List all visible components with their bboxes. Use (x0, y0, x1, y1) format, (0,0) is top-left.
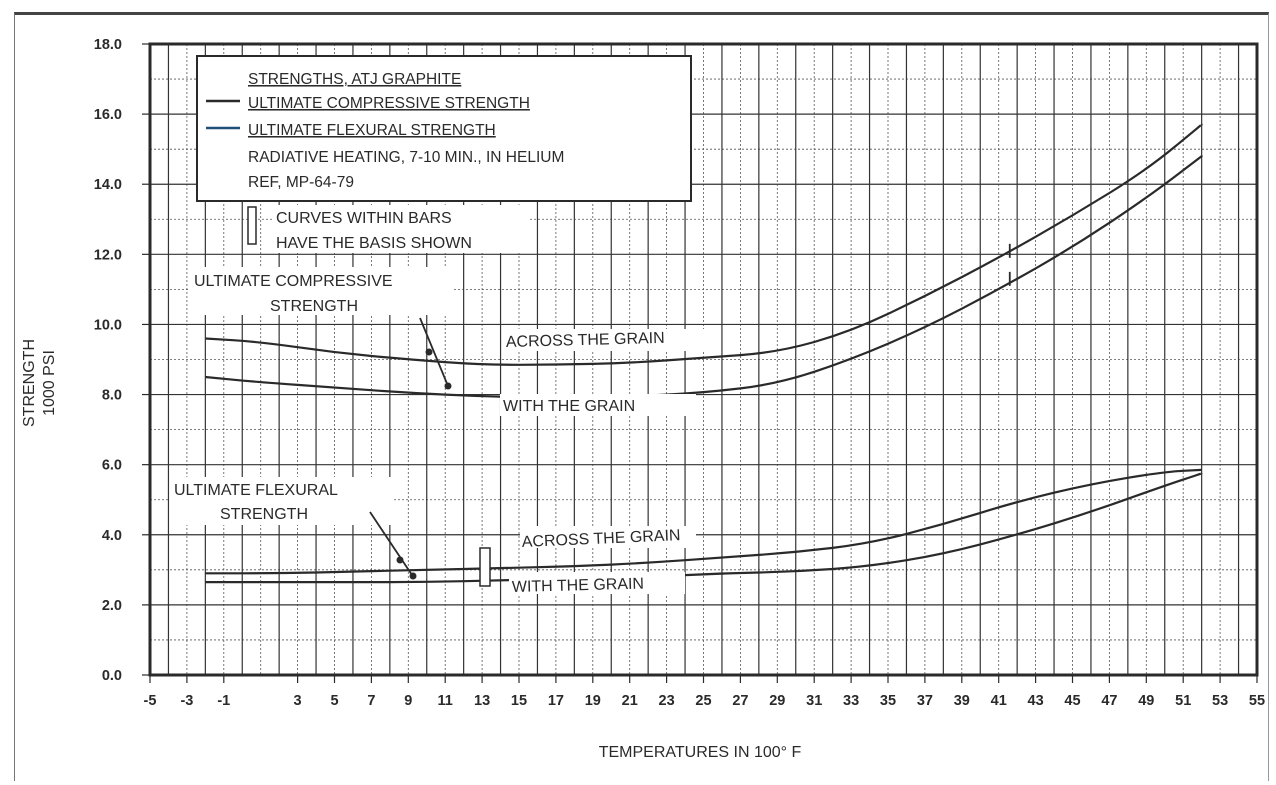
flexural-with-label: WITH THE GRAIN (512, 576, 645, 596)
x-tick-label: 19 (585, 693, 601, 709)
flexural-across-label: ACROSS THE GRAIN (521, 527, 680, 551)
basis-note-bg (272, 205, 530, 253)
legend-note-reference: REF, MP-64-79 (248, 174, 354, 191)
y-tick-label: 14.0 (94, 177, 122, 193)
x-tick-label: -5 (144, 693, 157, 709)
compressive-group-label: ULTIMATE COMPRESSIVE STRENGTH (190, 267, 454, 390)
x-tick-label: 45 (1064, 693, 1080, 709)
x-tick-label: 27 (732, 693, 748, 709)
compressive-with-label: WITH THE GRAIN (503, 398, 635, 415)
basis-bar-icon (247, 206, 257, 245)
y-tick-label: 10.0 (94, 317, 122, 333)
legend-note-heating: RADIATIVE HEATING, 7-10 MIN., IN HELIUM (248, 149, 564, 166)
x-tick-label: 39 (954, 693, 970, 709)
x-tick-label: 41 (991, 693, 1007, 709)
y-tick-label: 0.0 (102, 668, 122, 684)
flex-across-label-bg (520, 526, 696, 548)
flexural-label-line-2: STRENGTH (220, 506, 308, 523)
flexural-across-curve (205, 468, 1202, 575)
legend-title: STRENGTHS, ATJ GRAPHITE (248, 71, 461, 88)
x-tick-label: 13 (474, 693, 490, 709)
x-tick-label: 3 (294, 693, 302, 709)
compressive-across-curve (205, 123, 1203, 366)
x-tick-label: 11 (438, 693, 453, 709)
x-tick-label: 51 (1175, 693, 1191, 709)
flexural-leader-line (369, 511, 413, 576)
x-tick-label: -3 (180, 693, 193, 709)
flexural-with-curve (205, 472, 1203, 584)
compressive-label-bg (190, 267, 454, 315)
x-tick-label: 5 (330, 693, 338, 709)
x-tick-label: 17 (548, 693, 564, 709)
x-tick-label: 7 (367, 693, 375, 709)
y-axis-title: STRENGTH 1000 PSI (21, 339, 58, 427)
x-tick-label: 49 (1138, 693, 1154, 709)
flexural-leader-dot-with (409, 572, 417, 580)
y-tick-label: 18.0 (94, 37, 122, 53)
basis-note-line-2: HAVE THE BASIS SHOWN (276, 235, 472, 252)
y-tick-label: 12.0 (94, 247, 122, 263)
x-tick-labels: -5 -3 -1 3 5 7 9 11 13 15 17 19 21 23 25 27 29 31 33 35 37 39… (144, 675, 1265, 709)
legend-box (196, 55, 692, 202)
y-tick-labels: 0.0 2.0 4.0 6.0 8.0 10.0 12.0 14.0 16.0 18.0 (94, 37, 150, 684)
legend-entry-compressive: ULTIMATE COMPRESSIVE STRENGTH (248, 95, 530, 112)
y-tick-label: 4.0 (102, 528, 122, 544)
basis-note-line-1: CURVES WITHIN BARS (276, 210, 452, 227)
x-tick-label: 53 (1212, 693, 1228, 709)
legend-entry-flexural: ULTIMATE FLEXURAL STRENGTH (248, 122, 496, 139)
y-tick-label: 6.0 (102, 458, 122, 474)
flexural-label-line-1: ULTIMATE FLEXURAL (174, 482, 338, 499)
x-tick-label: 29 (769, 693, 785, 709)
y-axis-title-line-2: 1000 PSI (41, 350, 58, 416)
compressive-label-line-2: STRENGTH (270, 298, 358, 315)
x-tick-label: 25 (695, 693, 711, 709)
x-tick-label: 47 (1101, 693, 1117, 709)
y-tick-label: 16.0 (94, 107, 122, 123)
x-tick-label: 21 (622, 693, 638, 709)
x-tick-label: -1 (217, 693, 230, 709)
y-tick-label: 8.0 (102, 388, 122, 404)
compressive-leader-dot-with (444, 382, 452, 390)
x-tick-label: 55 (1249, 693, 1265, 709)
x-tick-label: 33 (843, 693, 859, 709)
compressive-across-label: ACROSS THE GRAIN (506, 330, 665, 351)
x-tick-label: 23 (659, 693, 675, 709)
comp-with-label-bg (500, 394, 696, 416)
x-axis-title: TEMPERATURES IN 100° F (599, 744, 802, 761)
compressive-label-line-1: ULTIMATE COMPRESSIVE (194, 273, 393, 290)
flexural-group-label: ULTIMATE FLEXURAL STRENGTH (170, 477, 491, 587)
x-tick-label: 15 (511, 693, 527, 709)
y-tick-label: 2.0 (102, 598, 122, 614)
flexural-label-bg (170, 477, 392, 525)
compressive-leader-dot-across (425, 348, 433, 356)
y-axis-title-line-1: STRENGTH (21, 339, 38, 427)
basis-note: CURVES WITHIN BARS HAVE THE BASIS SHOWN (247, 205, 530, 253)
curves (205, 123, 1203, 584)
flex-with-label-bg (509, 572, 685, 594)
x-tick-label: 43 (1028, 693, 1044, 709)
compressive-with-curve (205, 155, 1203, 399)
chart-frame (14, 12, 1269, 781)
comp-across-label-bg (503, 329, 721, 351)
x-tick-label: 35 (880, 693, 896, 709)
flexural-basis-bar-icon (479, 547, 491, 587)
compressive-leader-line (419, 317, 449, 387)
x-tick-label: 9 (404, 693, 412, 709)
curve-labels: ACROSS THE GRAIN WITH THE GRAIN ACROSS T… (500, 329, 721, 596)
x-tick-label: 37 (917, 693, 933, 709)
legend: STRENGTHS, ATJ GRAPHITE ULTIMATE COMPRES… (196, 55, 692, 202)
x-tick-label: 31 (806, 693, 822, 709)
flexural-leader-dot-across (396, 556, 404, 564)
